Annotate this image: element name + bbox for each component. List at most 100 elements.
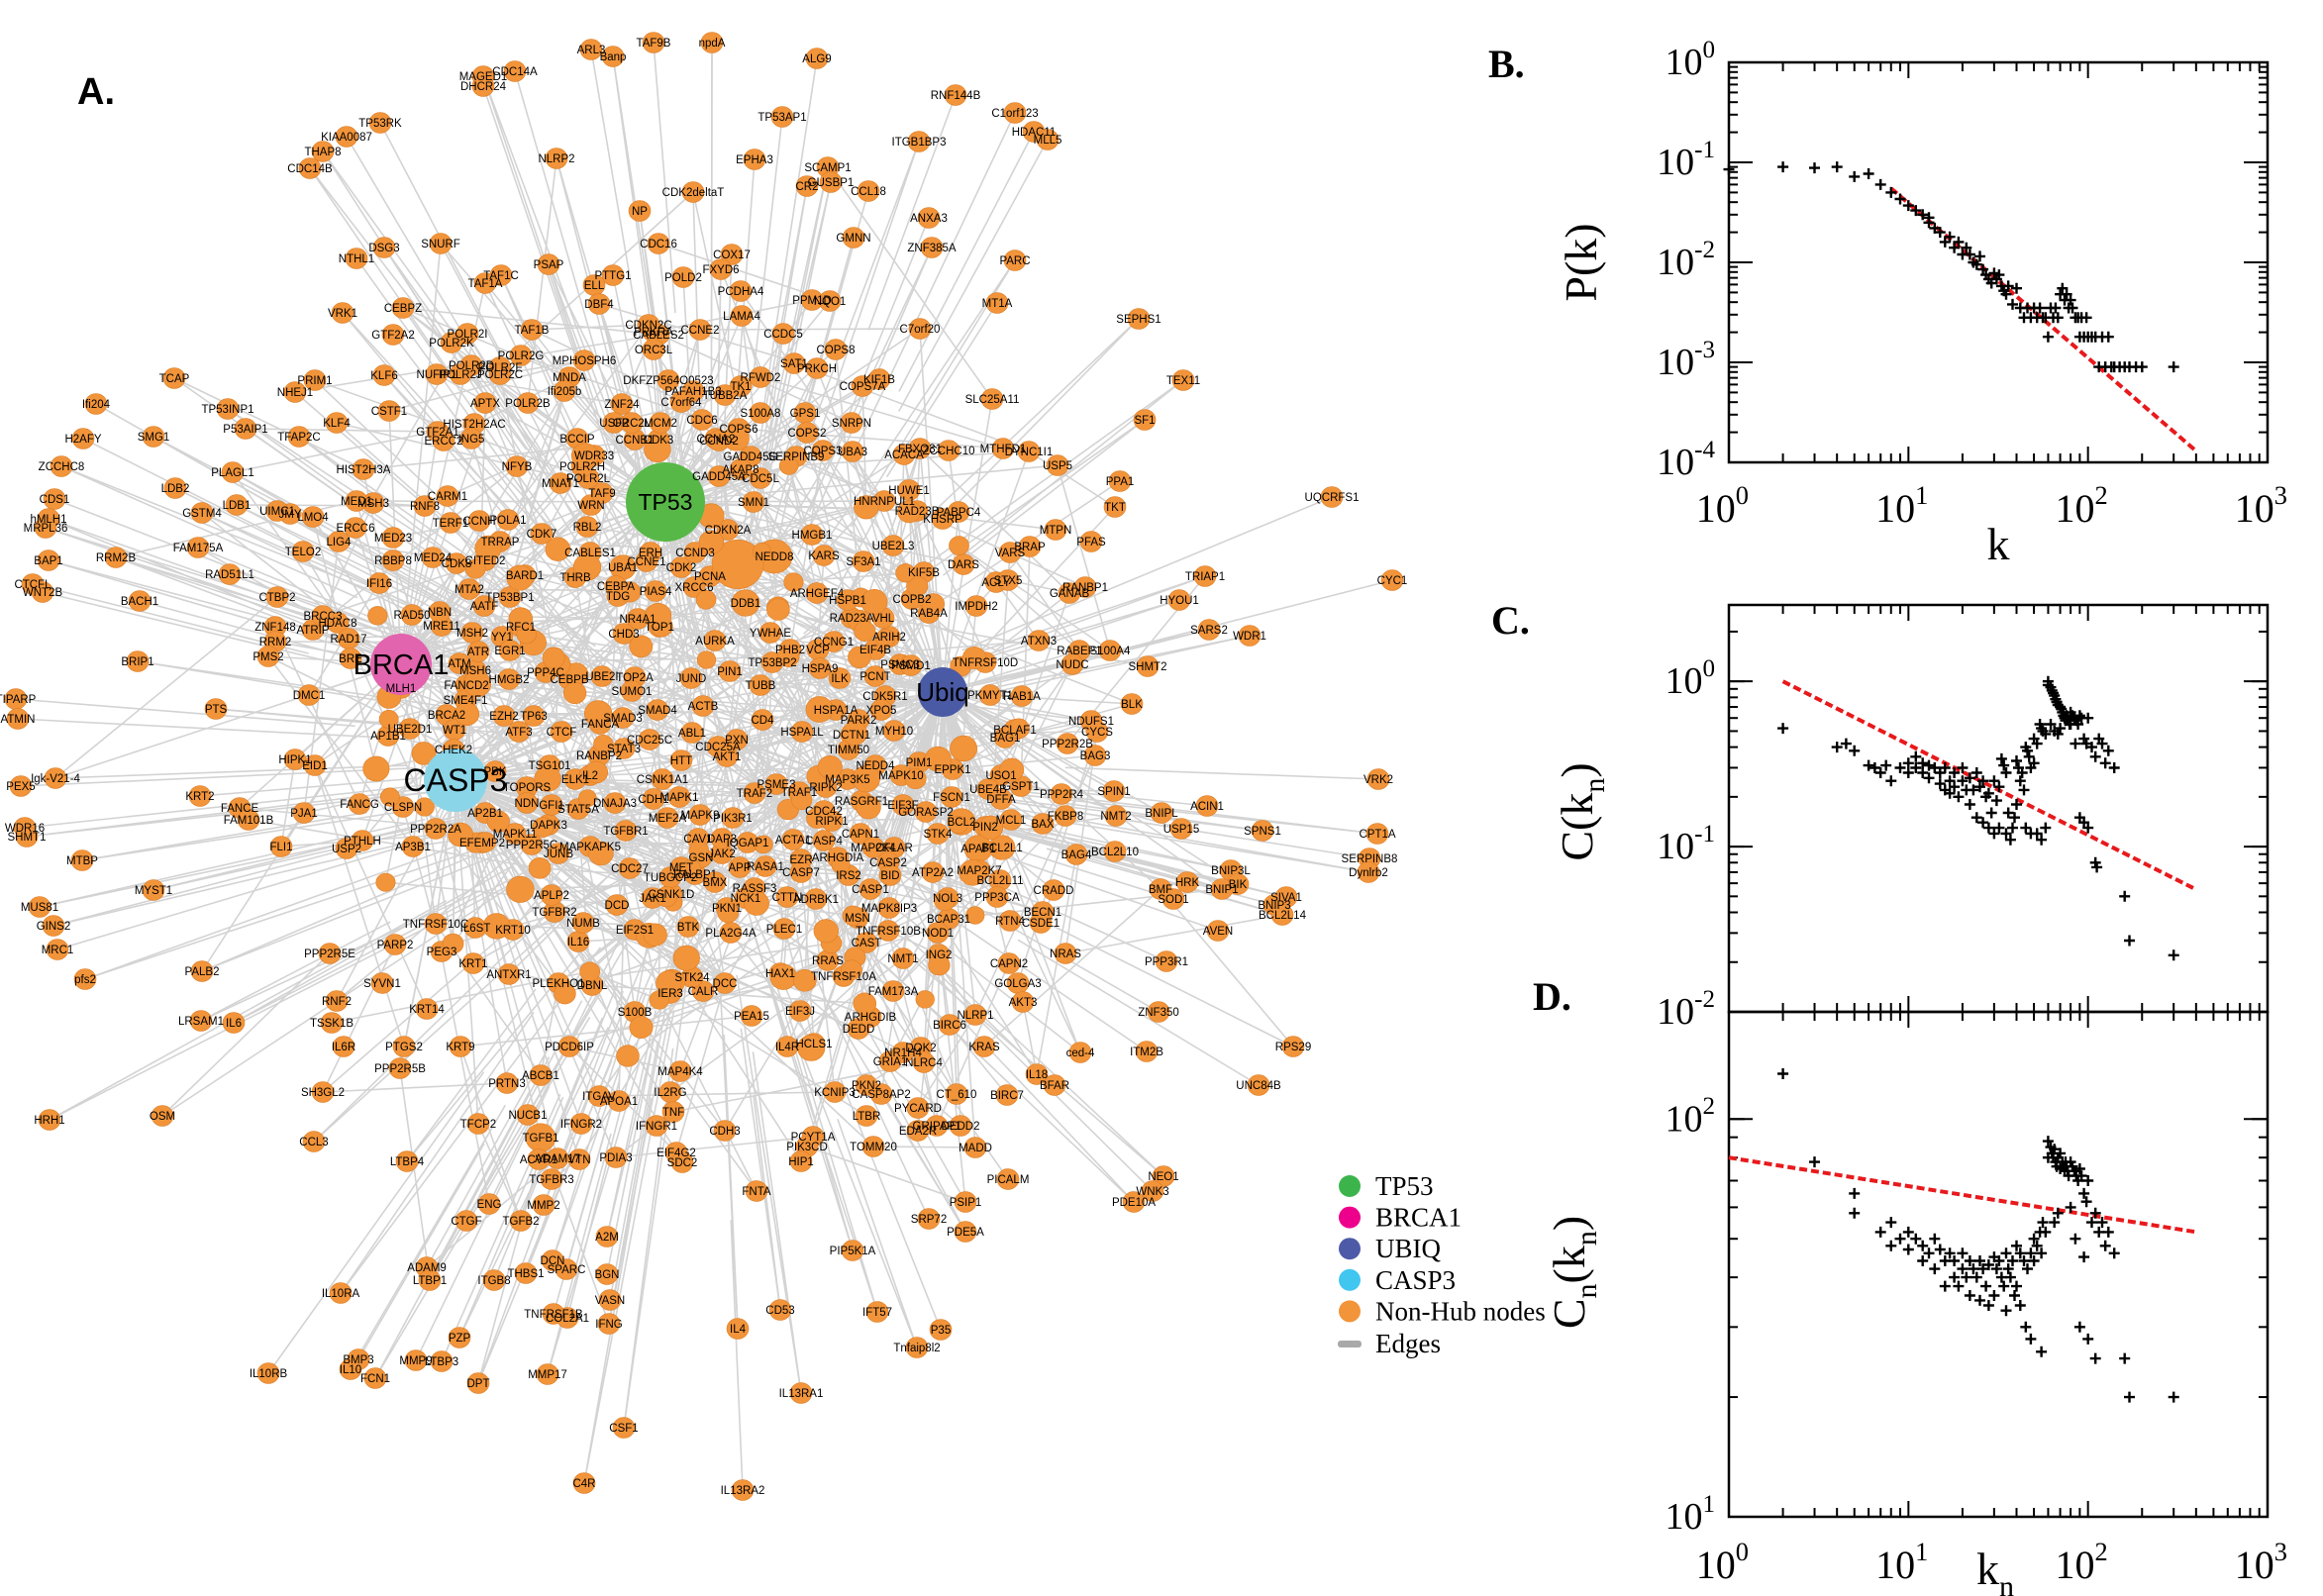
data-point (2025, 1333, 2037, 1345)
network-node-label: VASN (595, 1295, 625, 1307)
network-edge (598, 1091, 836, 1097)
network-node-label: PEG3 (427, 947, 457, 958)
data-point (2040, 1226, 2052, 1238)
network-node-label: GORASP2 (898, 807, 954, 819)
data-point (1777, 1068, 1789, 1079)
network-node-label: RASGRF1 (835, 796, 888, 808)
network-node (813, 919, 839, 944)
network-edge (48, 559, 341, 647)
network-node (432, 430, 455, 451)
network-edge (795, 259, 1016, 587)
network-node-label: TGFB1 (522, 1133, 558, 1145)
network-edge (691, 976, 874, 1147)
network-node-label: SHMT1 (8, 832, 47, 844)
network-node-label: KIF5B (908, 567, 940, 579)
network-node (610, 393, 634, 415)
network-node-label: UNC84B (1236, 1080, 1281, 1092)
network-node-label: PLAGL1 (211, 467, 253, 479)
network-edge (759, 376, 1004, 449)
network-node-label: KIAA0087 (321, 132, 372, 144)
network-node-label: RPS29 (1275, 1042, 1311, 1053)
data-point (1809, 162, 1820, 174)
network-node-label: EIF4B (859, 645, 891, 656)
network-node-label: TAF1A (468, 278, 503, 290)
network-edge (200, 921, 391, 1022)
x-tick-label: 103 (2235, 480, 2287, 531)
network-edge (606, 1010, 657, 1238)
network-node-label: TNFRSF10A (811, 971, 876, 983)
network-node-label: EID1 (302, 760, 328, 772)
network-node-label: BNIP1 (1205, 884, 1238, 896)
network-edge (1024, 911, 1294, 1047)
legend-label: Non-Hub nodes (1375, 1296, 1546, 1326)
hub-label-casp3: CASP3 (404, 762, 508, 798)
network-node-label: DARS (948, 559, 979, 571)
network-node-label: BAG3 (1080, 750, 1111, 762)
network-node-label: IER3 (657, 988, 683, 1000)
network-node (372, 364, 396, 386)
network-node (473, 392, 497, 414)
x-tick-label: 102 (2055, 480, 2107, 531)
network-node (473, 272, 497, 294)
network-node-label: DMC1 (293, 690, 326, 702)
network-node-label: PIN1 (717, 666, 743, 678)
data-point (1880, 759, 1892, 771)
network-node-label: BIRC6 (933, 1020, 966, 1032)
network-node (84, 393, 108, 415)
network-node-label: PMS2 (252, 651, 283, 663)
y-tick-label: 102 (1665, 1093, 1715, 1140)
network-edge (84, 845, 457, 980)
network-node-label: CD4 (751, 715, 774, 727)
data-point (1957, 1247, 1969, 1259)
network-node (542, 647, 565, 669)
network-node-label: UIMC1 (259, 506, 295, 518)
network-edge (280, 758, 296, 848)
network-edge (454, 658, 707, 781)
network-edge (640, 646, 853, 971)
network-edge (1064, 766, 1379, 780)
network-node-label: BTK (677, 922, 700, 934)
network-node-label: IQGAP1 (727, 838, 769, 849)
network-node (616, 1045, 640, 1067)
network-node (471, 75, 495, 97)
network-edge (60, 465, 475, 634)
network-node-label: IL16 (567, 937, 589, 948)
network-node-label: COPB2 (893, 594, 932, 606)
data-point (2124, 935, 2135, 947)
network-node-label: TP53RK (358, 118, 402, 130)
network-node-label: PSMD1 (891, 660, 931, 672)
network-node-label: CASP8AP2 (852, 1089, 910, 1101)
network-edge (547, 1133, 612, 1375)
x-tick-label: 101 (1875, 1537, 1928, 1587)
network-node-label: HRH1 (34, 1115, 64, 1127)
network-edge (942, 691, 1042, 924)
network-edge (917, 1014, 976, 1109)
x-tick-label: 103 (2235, 1537, 2287, 1587)
y-tick-label: 10-1 (1657, 821, 1715, 867)
network-node-label: LTBR (853, 1111, 881, 1123)
network-node-label: TIMM50 (828, 745, 869, 756)
network-node-label: DEDD (843, 1024, 875, 1036)
network-node-label: TEX11 (1166, 375, 1200, 387)
network-node-label: PARC (999, 255, 1030, 267)
data-point (2119, 1352, 2131, 1364)
network-node-label: PXN (725, 735, 749, 747)
data-point (1982, 822, 1994, 834)
network-node (620, 412, 644, 434)
network-node-label: ENG (477, 1199, 502, 1211)
network-node-label: KRT1 (458, 958, 487, 970)
network-node-label: TP53BP2 (748, 657, 796, 669)
network-edge (816, 367, 944, 693)
network-edge (803, 318, 1140, 635)
data-point (2000, 767, 2012, 778)
network-node-label: ELL (584, 280, 605, 292)
network-node-label: TGFBR3 (529, 1174, 573, 1186)
network-node-label: PDE5A (947, 1227, 984, 1239)
network-edge (374, 1091, 531, 1379)
network-node (805, 48, 829, 69)
network-edge (426, 1043, 552, 1268)
network-edge (400, 663, 474, 964)
network-node-label: ITGB8 (477, 1275, 510, 1287)
network-node-label: SYVN1 (363, 978, 401, 990)
network-node-label: MRPL36 (24, 523, 68, 535)
